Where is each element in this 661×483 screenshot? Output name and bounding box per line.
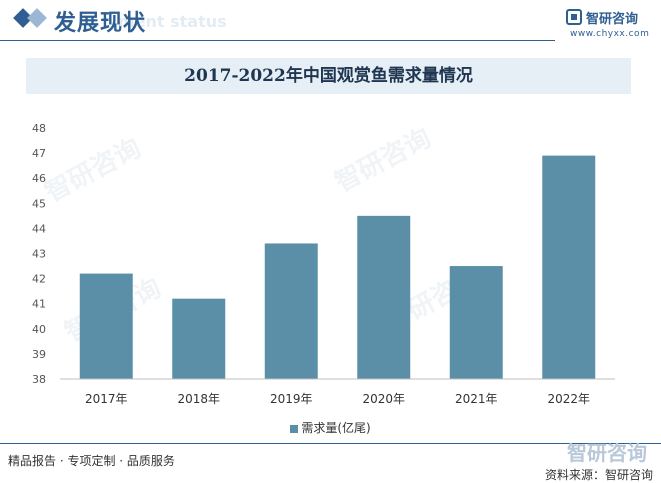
x-tick-label: 2019年 xyxy=(270,392,313,406)
x-tick-label: 2021年 xyxy=(455,392,498,406)
y-tick-label: 42 xyxy=(32,273,46,286)
brand-name: 智研咨询 xyxy=(586,12,639,27)
source-text: 资料来源：智研咨询 xyxy=(544,468,653,482)
x-tick-label: 2017年 xyxy=(85,392,128,406)
footer-brand-watermark: 智研咨询 xyxy=(567,441,647,465)
y-tick-label: 40 xyxy=(32,323,46,336)
header-divider xyxy=(0,40,555,41)
chart-legend: 需求量(亿尾) xyxy=(0,419,661,436)
logo-icon xyxy=(566,9,582,25)
x-tick-label: 2022年 xyxy=(547,392,590,406)
bar xyxy=(357,215,411,379)
y-tick-label: 43 xyxy=(32,248,46,261)
legend-swatch xyxy=(290,424,299,433)
diamond-icon xyxy=(27,8,47,28)
brand-logo: 智研咨询 www.chyxx.com xyxy=(566,7,656,39)
bar-chart: 38 39 40 41 42 43 44 45 46 47 48 2017年 2018年 2019年 20… xyxy=(32,122,615,406)
y-tick-label: 47 xyxy=(32,147,46,160)
chart-title: 2017-2022年中国观赏鱼需求量情况 xyxy=(184,66,473,86)
bar xyxy=(542,155,596,379)
page-header: ment status 发展现状 xyxy=(0,0,661,44)
footer-tagline: 精品报告 · 专项定制 · 品质服务 xyxy=(8,454,175,468)
bar xyxy=(172,298,226,379)
y-tick-label: 48 xyxy=(32,122,46,135)
footer-source: 智研咨询 资料来源：智研咨询 xyxy=(545,437,653,483)
legend-label: 需求量(亿尾) xyxy=(301,421,371,435)
footer-divider xyxy=(0,443,661,444)
y-tick-label: 46 xyxy=(32,172,46,185)
chart-title-box: 2017-2022年中国观赏鱼需求量情况 xyxy=(26,58,631,94)
y-tick-label: 41 xyxy=(32,298,46,311)
x-tick-label: 2018年 xyxy=(177,392,220,406)
y-tick-label: 45 xyxy=(32,197,46,210)
bar xyxy=(449,266,503,379)
x-tick-label: 2020年 xyxy=(362,392,405,406)
brand-url: www.chyxx.com xyxy=(570,29,650,39)
y-tick-label: 44 xyxy=(32,222,46,235)
y-tick-label: 38 xyxy=(32,373,46,386)
bar xyxy=(79,273,133,379)
header-ghost-text: ment status xyxy=(118,12,227,31)
y-tick-label: 39 xyxy=(32,348,46,361)
bar xyxy=(264,243,318,379)
page-title: 发展现状 xyxy=(54,11,147,36)
